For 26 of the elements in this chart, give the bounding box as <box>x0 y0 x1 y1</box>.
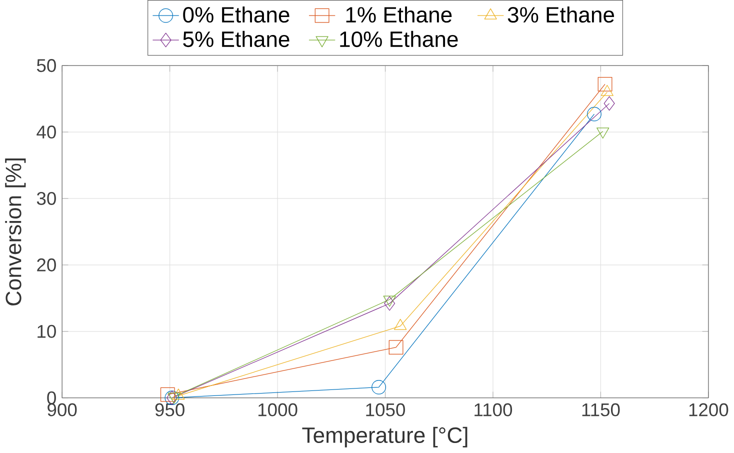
y-axis-title: Conversion [%] <box>5 158 26 306</box>
y-tick-label: 50 <box>36 59 56 72</box>
x-tick-label: 1100 <box>474 404 512 417</box>
y-tick-label: 40 <box>36 126 56 139</box>
legend-label: 3% Ethane <box>508 6 614 23</box>
legend-label: 0% Ethane <box>183 6 290 23</box>
point <box>160 388 175 402</box>
x-tick-label: 1150 <box>582 404 620 417</box>
legend-label: 1% Ethane <box>346 6 452 23</box>
x-axis-title: Temperature [°C] <box>302 427 468 448</box>
point <box>587 107 602 122</box>
point <box>372 380 386 395</box>
legend-label: 10% Ethane <box>340 31 458 48</box>
y-tick-label: 10 <box>38 325 56 338</box>
x-tick-label: 900 <box>48 404 77 417</box>
point <box>384 296 396 311</box>
point <box>598 77 612 92</box>
x-tick-label: 950 <box>155 404 184 417</box>
x-tick-label: 1200 <box>689 404 728 417</box>
x-tick-label: 1000 <box>258 404 298 417</box>
point <box>388 340 404 355</box>
y-tick-label: 20 <box>37 258 56 272</box>
y-tick-label: 30 <box>36 192 56 206</box>
x-tick-label: 1050 <box>366 404 406 417</box>
point <box>604 96 615 111</box>
legend-label: 5% Ethane <box>183 31 290 48</box>
